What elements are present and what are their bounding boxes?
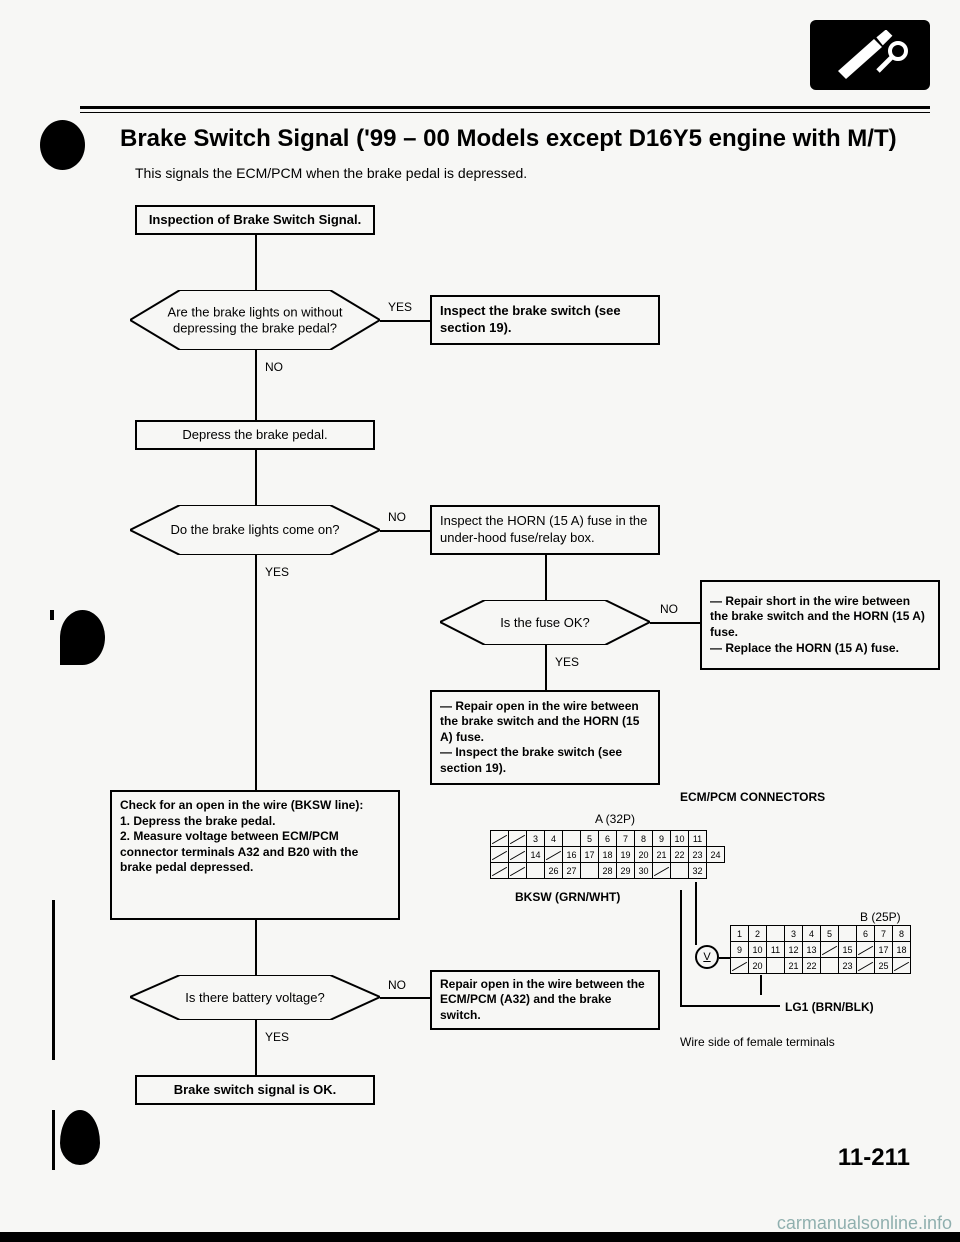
label-yes: YES bbox=[555, 655, 579, 669]
logo-box bbox=[810, 20, 930, 90]
connector-line bbox=[380, 530, 430, 532]
connector-line bbox=[255, 555, 257, 790]
lg1-label: LG1 (BRN/BLK) bbox=[785, 1000, 874, 1014]
connector-line bbox=[719, 957, 731, 959]
action-repair-open-ecm: Repair open in the wire between the ECM/… bbox=[430, 970, 660, 1030]
bottom-bar bbox=[0, 1232, 960, 1242]
action-inspect-switch: Inspect the brake switch (see section 19… bbox=[430, 295, 660, 345]
page-subtitle: This signals the ECM/PCM when the brake … bbox=[135, 165, 527, 181]
label-yes: YES bbox=[265, 1030, 289, 1044]
decision-lights-on: Are the brake lights on without depressi… bbox=[130, 290, 380, 350]
connector-line bbox=[545, 645, 547, 690]
label-no: NO bbox=[660, 602, 678, 616]
step-check-open: Check for an open in the wire (BKSW line… bbox=[110, 790, 400, 920]
margin-blob bbox=[60, 610, 105, 665]
connector-line bbox=[650, 622, 700, 624]
margin-blob bbox=[60, 1110, 100, 1165]
label-no: NO bbox=[265, 360, 283, 374]
margin-mark bbox=[50, 610, 54, 620]
margin-mark bbox=[52, 1110, 55, 1170]
voltage-symbol: V bbox=[695, 945, 719, 969]
label-yes: YES bbox=[265, 565, 289, 579]
connector-a-grid: 34567891011 14161718192021222324 2627282… bbox=[490, 830, 725, 879]
watermark: carmanualsonline.info bbox=[777, 1213, 952, 1234]
connector-line bbox=[255, 450, 257, 505]
divider bbox=[80, 106, 930, 109]
label-no: NO bbox=[388, 978, 406, 992]
connector-b-label: B (25P) bbox=[860, 910, 901, 924]
connector-line bbox=[255, 920, 257, 975]
step-signal-ok: Brake switch signal is OK. bbox=[135, 1075, 375, 1105]
connector-line bbox=[255, 235, 257, 290]
connector-a-label: A (32P) bbox=[595, 812, 635, 826]
connector-line bbox=[760, 975, 762, 995]
connector-caption: Wire side of female terminals bbox=[680, 1035, 835, 1049]
label-yes: YES bbox=[388, 300, 412, 314]
connector-line bbox=[255, 1020, 257, 1075]
connector-line bbox=[680, 1005, 780, 1007]
page-title: Brake Switch Signal ('99 – 00 Models exc… bbox=[120, 125, 897, 153]
decision-fuse-ok: Is the fuse OK? bbox=[440, 600, 650, 645]
connector-line bbox=[695, 920, 697, 945]
page-number: 11-211 bbox=[838, 1144, 910, 1172]
decision-lights-come-on: Do the brake lights come on? bbox=[130, 505, 380, 555]
connector-line bbox=[380, 320, 430, 322]
step-depress: Depress the brake pedal. bbox=[135, 420, 375, 450]
connector-line bbox=[695, 882, 697, 922]
bksw-label: BKSW (GRN/WHT) bbox=[515, 890, 620, 904]
action-inspect-horn-fuse: Inspect the HORN (15 A) fuse in the unde… bbox=[430, 505, 660, 555]
tool-icon bbox=[830, 30, 910, 80]
margin-mark bbox=[52, 900, 55, 1060]
divider bbox=[80, 112, 930, 113]
connectors-title: ECM/PCM CONNECTORS bbox=[680, 790, 825, 804]
check-text: Check for an open in the wire (BKSW line… bbox=[120, 798, 363, 874]
action-repair-open-horn: — Repair open in the wire between the br… bbox=[430, 690, 660, 785]
connector-line bbox=[380, 997, 430, 999]
margin-blob bbox=[40, 120, 85, 170]
label-no: NO bbox=[388, 510, 406, 524]
connector-line bbox=[545, 555, 547, 600]
connector-b-grid: 12345678 910111213151718 2021222325 bbox=[730, 925, 911, 974]
connector-line bbox=[680, 890, 682, 1005]
decision-battery-voltage: Is there battery voltage? bbox=[130, 975, 380, 1020]
action-repair-short: — Repair short in the wire between the b… bbox=[700, 580, 940, 670]
connector-line bbox=[255, 350, 257, 420]
step-inspection: Inspection of Brake Switch Signal. bbox=[135, 205, 375, 235]
